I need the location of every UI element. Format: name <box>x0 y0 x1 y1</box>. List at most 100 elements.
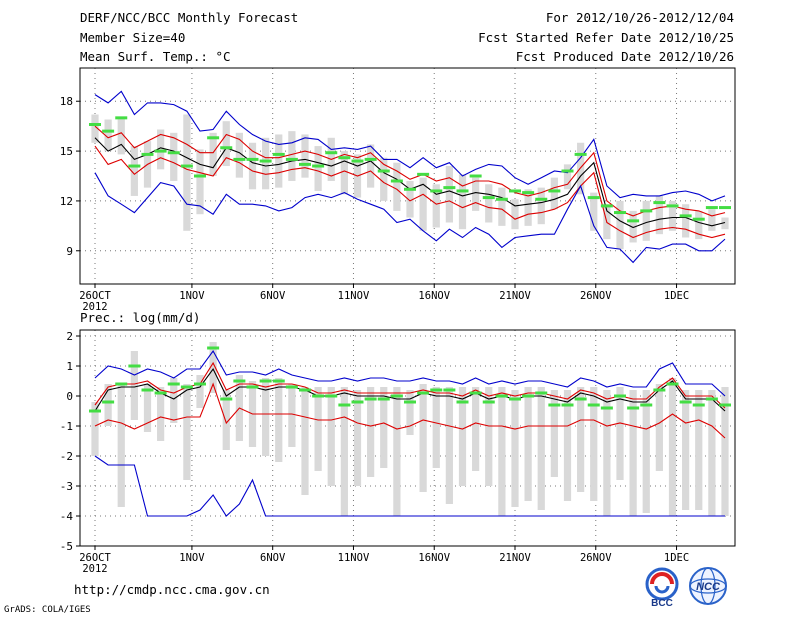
member-size: Member Size=40 <box>80 30 186 45</box>
x-tick-label: 16NOV <box>418 552 450 564</box>
x-tick-label: 6NOV <box>260 290 286 302</box>
ensemble-box <box>209 342 217 393</box>
series-max-line <box>94 349 726 397</box>
ensemble-box <box>327 387 335 486</box>
ensemble-box <box>117 117 125 155</box>
ensemble-box <box>721 217 729 230</box>
ensemble-box <box>498 187 506 226</box>
ensemble-box <box>157 129 165 170</box>
ensemble-box <box>629 390 637 516</box>
ensemble-box <box>603 390 611 516</box>
ensemble-box <box>511 390 519 507</box>
ensemble-box <box>682 204 690 238</box>
x-tick-label: 1NOV <box>179 290 205 302</box>
ensemble-box <box>340 387 348 516</box>
x-tick-label: 21NOV <box>499 552 531 564</box>
ensemble-box <box>209 132 217 176</box>
ensemble-box <box>655 384 663 471</box>
ensemble-box <box>419 384 427 492</box>
x-tick-label: 1NOV <box>179 552 205 564</box>
ensemble-box <box>406 180 414 218</box>
grads-credit: GrADS: COLA/IGES <box>4 605 91 615</box>
source-url[interactable]: http://cmdp.ncc.cma.gov.cn <box>74 582 270 597</box>
ensemble-box <box>419 177 427 231</box>
ensemble-box <box>170 132 178 181</box>
panel-1: 9 12 15 18 26OCT 1NOV 6NOV 11NOV 16NOV 21NOV 26NOV… <box>60 67 736 313</box>
ensemble-box <box>550 177 558 210</box>
ensemble-box <box>130 146 138 196</box>
ensemble-box <box>563 164 572 190</box>
ensemble-box <box>524 189 532 226</box>
ensemble-box <box>288 384 296 447</box>
ensemble-box <box>104 119 112 152</box>
ensemble-box <box>183 384 191 480</box>
series-spread_high-line <box>94 125 726 217</box>
ensemble-box <box>629 210 637 243</box>
ensemble-box <box>708 390 716 516</box>
ensemble-box <box>157 387 165 441</box>
ensemble-box <box>170 378 178 423</box>
forecast-period: For 2012/10/26-2012/12/04 <box>545 10 734 25</box>
ensemble-box <box>432 184 440 228</box>
fcst-started-date: Fcst Started Refer Date 2012/10/25 <box>478 30 734 45</box>
y-tick-label: -5 <box>60 540 73 553</box>
x-tick-label: 26OCT <box>79 552 111 564</box>
bcc-logo-text: BCC <box>651 598 673 608</box>
ensemble-box <box>616 200 624 250</box>
ensemble-box <box>301 134 309 178</box>
ensemble-box <box>721 387 729 516</box>
ensemble-box <box>340 151 348 195</box>
y-tick-label: 2 <box>66 330 73 343</box>
ensemble-box <box>262 378 270 456</box>
y-tick-label: 15 <box>60 145 73 158</box>
ensemble-box <box>485 387 493 486</box>
x-tick-label: 16NOV <box>418 290 450 302</box>
ensemble-box <box>248 142 257 190</box>
ensemble-box <box>445 166 453 223</box>
fcst-produced-date: Fcst Produced Date 2012/10/26 <box>515 49 734 64</box>
y-tick-label: -3 <box>60 480 73 493</box>
plot-frame <box>79 67 736 285</box>
x-tick-label: 1DEC <box>664 290 689 302</box>
ensemble-box <box>655 195 663 235</box>
x-year-label: 2012 <box>82 563 107 575</box>
ensemble-box <box>117 384 125 507</box>
ensemble-box <box>262 137 270 190</box>
plot-frame <box>79 329 736 547</box>
chart-title: DERF/NCC/BCC Monthly Forecast <box>80 10 299 25</box>
x-tick-label: 6NOV <box>260 552 286 564</box>
ncc-logo: NCC <box>689 567 727 605</box>
ensemble-box <box>590 387 598 501</box>
ensemble-box <box>183 114 191 231</box>
ensemble-box <box>91 114 99 143</box>
ensemble-box <box>275 134 283 188</box>
ensemble-box <box>314 146 322 191</box>
ensemble-box <box>563 390 572 501</box>
x-tick-label: 11NOV <box>338 290 370 302</box>
ensemble-box <box>314 387 322 471</box>
y-tick-label: -1 <box>60 420 73 433</box>
ensemble-box <box>91 402 99 456</box>
x-tick-label: 26OCT <box>79 290 111 302</box>
y-tick-label: 18 <box>60 95 73 108</box>
ensemble-box <box>642 390 650 513</box>
ensemble-box <box>642 200 650 241</box>
ensemble-box <box>472 387 480 471</box>
panel-2: -5 -4 -3 -2 -1 0 1 2 26OCT 1NOV 6NOV 11NOV 16NOV 21NO… <box>60 329 736 575</box>
x-tick-label: 26NOV <box>580 552 612 564</box>
ensemble-box <box>367 144 375 188</box>
y-tick-label: -2 <box>60 450 73 463</box>
variable-label: Mean Surf. Temp.: °C <box>80 49 231 64</box>
ensemble-box <box>143 384 152 432</box>
ensemble-box <box>301 387 309 495</box>
ensemble-box <box>550 390 558 477</box>
ensemble-box <box>196 375 204 408</box>
ensemble-box <box>458 387 467 486</box>
ensemble-box <box>668 378 677 516</box>
x-tick-label: 11NOV <box>338 552 370 564</box>
ensemble-box <box>288 131 296 181</box>
ncc-logo-text: NCC <box>696 581 721 593</box>
series-max-line <box>94 90 726 202</box>
ensemble-box <box>104 384 112 426</box>
ensemble-box <box>367 387 375 477</box>
